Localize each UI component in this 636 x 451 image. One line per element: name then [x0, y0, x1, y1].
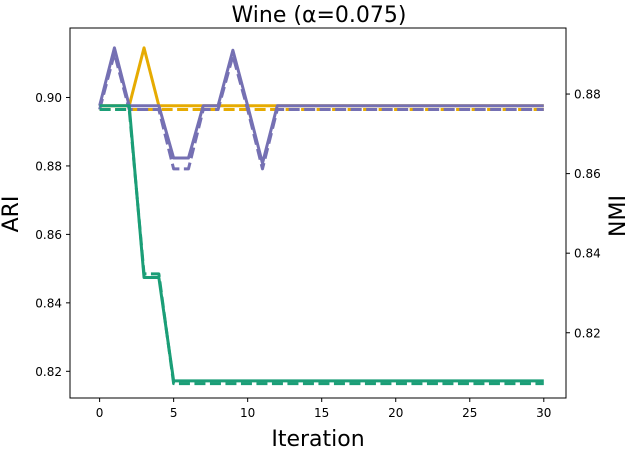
x-tick-label: 20: [388, 406, 403, 420]
y-tick-label: 0.84: [35, 296, 62, 310]
y2-axis-title: NMI: [606, 195, 631, 237]
x-axis-title: Iteration: [271, 427, 364, 451]
plot-frame: [69, 27, 567, 399]
y-tick-label: 0.86: [35, 228, 62, 242]
series-line-0-solid: [99, 46, 544, 108]
series-line-3-dashed: [98, 51, 544, 171]
series-line-2-solid: [98, 46, 544, 165]
y-tick-label: 0.90: [35, 91, 62, 105]
x-tick-label: 15: [314, 406, 329, 420]
x-tick-label: 30: [536, 406, 551, 420]
x-tick-label: 25: [462, 406, 477, 420]
y-tick-label: 0.82: [35, 365, 62, 379]
y-axis-title: ARI: [0, 196, 24, 233]
x-tick-label: 0: [96, 406, 104, 420]
y-tick-label: 0.88: [35, 159, 62, 173]
series-line-5-dashed: [99, 108, 544, 386]
y2-tick-label: 0.84: [574, 247, 601, 261]
y2-tick-label: 0.82: [574, 326, 601, 340]
x-tick-label: 5: [170, 406, 178, 420]
y-axis-right: 0.82 0.84 0.86 0.88: [566, 88, 601, 340]
chart-title: Wine (α=0.075): [232, 3, 407, 28]
series-line-4-solid: [99, 104, 544, 383]
x-tick-label: 10: [240, 406, 255, 420]
x-axis: 0 5 10 15 20 25 30: [96, 398, 551, 420]
series-layer: [98, 46, 544, 386]
y-axis-left: 0.82 0.84 0.86 0.88 0.90: [35, 91, 70, 379]
y2-tick-label: 0.86: [574, 167, 601, 181]
y2-tick-label: 0.88: [574, 88, 601, 102]
